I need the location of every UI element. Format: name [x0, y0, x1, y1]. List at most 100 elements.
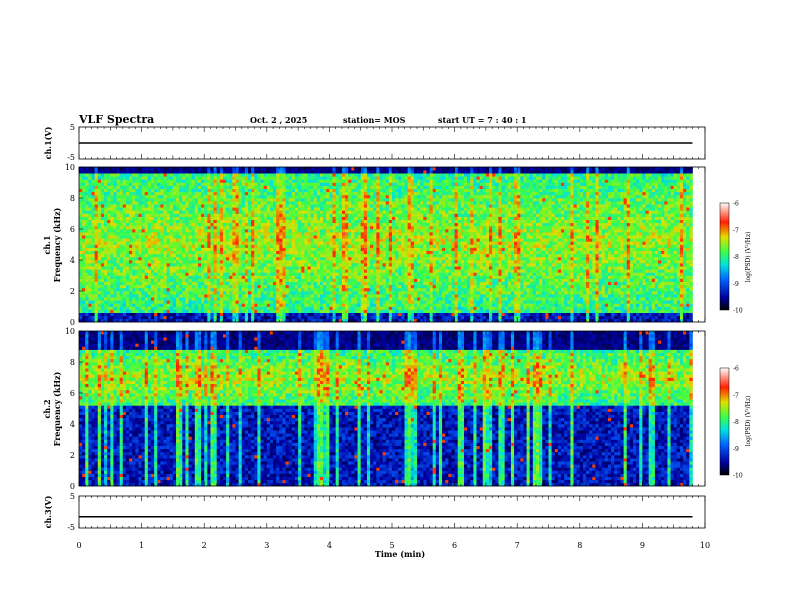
spectrogram-cell	[238, 253, 243, 258]
spectrogram-cell	[345, 219, 349, 224]
spectrogram-cell	[91, 297, 95, 301]
spectrogram-cell	[176, 191, 180, 196]
spectrogram-cell	[138, 185, 142, 189]
spectrogram-cell	[260, 179, 264, 183]
spectrogram-cell	[197, 185, 202, 189]
spectrogram-cell	[154, 256, 158, 261]
spectrogram-cell	[207, 250, 211, 255]
spectrogram-cell	[298, 201, 302, 205]
spectrogram-cell	[266, 269, 271, 273]
spectrogram-cell	[191, 300, 196, 304]
spectrogram-cell	[235, 315, 239, 320]
spectrogram-cell	[235, 222, 239, 227]
spectrogram-cell	[291, 318, 296, 323]
spectrogram-cell	[129, 284, 133, 289]
spectrogram-cell	[232, 250, 236, 255]
spectrogram-cell	[313, 235, 318, 239]
spectrogram-cell	[235, 235, 239, 239]
spectrogram-cell	[229, 244, 233, 248]
spectrogram-cell	[291, 219, 296, 224]
spectrogram-cell	[338, 263, 343, 267]
spectrogram-cell	[251, 179, 255, 183]
spectrogram-cell	[241, 306, 246, 310]
spectrogram-cell	[338, 219, 343, 224]
spectrogram-cell	[129, 300, 133, 304]
spectrogram-cell	[125, 167, 130, 171]
spectrogram-cell	[191, 306, 196, 310]
spectrogram-cell	[150, 266, 155, 270]
spectrogram-cell	[154, 213, 158, 217]
spectrogram-cell	[288, 266, 293, 270]
spectrogram-cell	[182, 229, 186, 233]
spectrogram-cell	[88, 291, 92, 295]
spectrogram-cell	[144, 263, 149, 267]
spectrogram-cell	[182, 244, 186, 248]
spectrogram-cell	[100, 232, 105, 236]
spectrogram-cell	[179, 318, 183, 323]
spectrogram-cell	[135, 225, 139, 230]
spectrogram-cell	[91, 256, 95, 261]
spectrogram-cell	[79, 266, 83, 270]
spectrogram-cell	[244, 170, 249, 174]
spectrogram-cell	[125, 300, 130, 304]
spectrogram-cell	[135, 309, 139, 313]
spectrogram-cell	[194, 207, 199, 211]
spectrogram-cell	[132, 167, 136, 171]
spectrogram-cell	[376, 306, 380, 310]
spectrogram-cell	[185, 198, 189, 202]
spectrogram-cell	[320, 207, 324, 211]
spectrogram-cell	[301, 201, 305, 205]
spectrogram-cell	[257, 278, 261, 282]
spectrogram-cell	[222, 170, 227, 174]
spectrogram-cell	[238, 216, 243, 220]
spectrogram-cell	[169, 250, 174, 255]
spectrogram-cell	[348, 303, 352, 307]
spectrogram-cell	[185, 235, 189, 239]
spectrogram-cell	[82, 256, 86, 261]
spectrogram-cell	[244, 272, 249, 276]
spectrogram-cell	[185, 300, 189, 304]
spectrogram-cell	[323, 188, 327, 193]
spectrogram-cell	[320, 204, 324, 208]
spectrogram-cell	[323, 213, 327, 217]
spectrogram-cell	[100, 300, 105, 304]
spectrogram-cell	[116, 297, 120, 301]
spectrogram-cell	[79, 294, 83, 298]
spectrogram-cell	[298, 303, 302, 307]
spectrogram-cell	[219, 275, 224, 279]
spectrogram-cell	[119, 306, 124, 310]
spectrogram-cell	[194, 210, 199, 214]
spectrogram-cell	[107, 225, 111, 230]
spectrogram-cell	[172, 188, 177, 193]
spectrogram-cell	[320, 194, 324, 199]
spectrogram-cell	[160, 170, 164, 174]
spectrogram-cell	[157, 315, 161, 320]
spectrogram-cell	[273, 272, 277, 276]
spectrogram-cell	[304, 173, 308, 177]
spectrogram-cell	[132, 247, 136, 251]
spectrogram-cell	[238, 194, 243, 199]
spectrogram-cell	[141, 207, 146, 211]
spectrogram-cell	[254, 229, 258, 233]
spectrogram-cell	[135, 275, 139, 279]
spectrogram-cell	[197, 250, 202, 255]
spectrogram-cell	[104, 198, 108, 202]
spectrogram-cell	[335, 266, 340, 270]
spectrogram-cell	[116, 182, 120, 186]
spectrogram-cell	[235, 182, 239, 186]
spectrogram-cell	[182, 194, 186, 199]
spectrogram-cell	[338, 294, 343, 298]
spectrogram-cell	[354, 229, 358, 233]
spectrogram-cell	[373, 213, 377, 217]
spectrogram-cell	[125, 176, 130, 180]
spectrogram-cell	[163, 244, 167, 248]
spectrogram-cell	[82, 207, 86, 211]
spectrogram-cell	[132, 170, 136, 174]
spectrogram-cell	[226, 303, 230, 307]
spectrogram-cell	[348, 266, 352, 270]
spectrogram-cell	[351, 247, 355, 251]
spectrogram-cell	[276, 306, 280, 310]
spectrogram-cell	[370, 213, 374, 217]
spectrogram-cell	[204, 275, 208, 279]
spectrogram-cell	[141, 253, 146, 258]
